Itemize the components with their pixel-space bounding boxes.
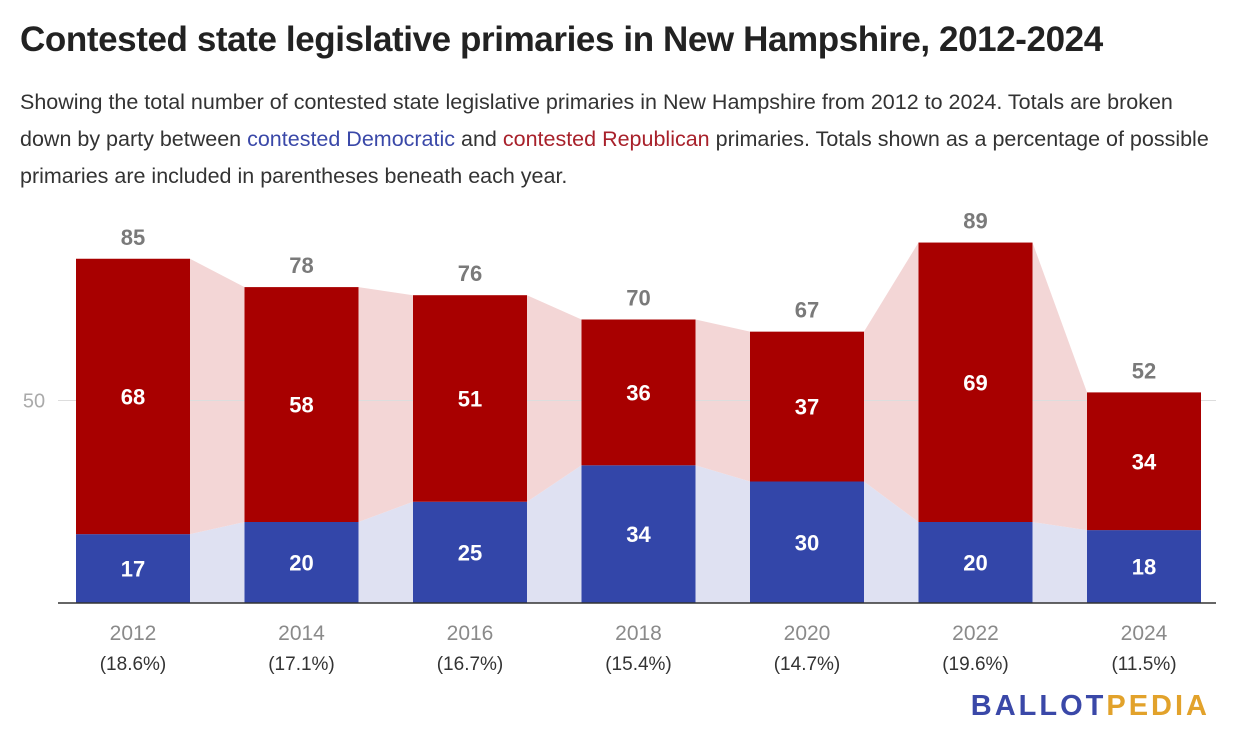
data-label-republican: 36 xyxy=(626,380,650,405)
republican-band xyxy=(190,258,245,535)
x-tick-label: 2024 xyxy=(1121,622,1168,645)
total-label: 89 xyxy=(963,209,987,234)
x-tick-sublabel: (15.4%) xyxy=(605,654,672,675)
subtitle-text-1: Showing the total number of contested st… xyxy=(20,90,1173,151)
data-label-republican: 69 xyxy=(963,370,987,395)
data-label-republican: 34 xyxy=(1132,449,1157,474)
y-tick-label: 50 xyxy=(23,391,45,413)
bar-republican xyxy=(750,331,864,482)
data-label-republican: 58 xyxy=(289,393,313,418)
x-tick-label: 2020 xyxy=(784,622,831,645)
data-label-democratic: 25 xyxy=(458,540,482,565)
chart-title: Contested state legislative primaries in… xyxy=(20,20,1103,59)
total-label: 70 xyxy=(626,286,650,311)
x-tick-sublabel: (11.5%) xyxy=(1111,654,1176,675)
logo-part-ballot: BALLOT xyxy=(970,690,1107,722)
democratic-band xyxy=(1032,522,1087,603)
x-tick-sublabel: (18.6%) xyxy=(100,654,167,675)
total-label: 67 xyxy=(795,298,819,323)
bar-democratic xyxy=(581,465,696,603)
x-tick-sublabel: (19.6%) xyxy=(942,654,1009,675)
data-label-republican: 37 xyxy=(795,395,819,420)
total-label: 78 xyxy=(289,253,313,278)
subtitle-text-3: primaries. Totals shown as a percentage … xyxy=(20,127,1209,188)
bar-democratic xyxy=(76,534,190,603)
republican-band xyxy=(864,242,919,523)
bar-democratic xyxy=(918,522,1033,603)
x-tick-label: 2016 xyxy=(447,622,494,645)
democratic-band xyxy=(695,465,750,603)
logo-part-pedia: PEDIA xyxy=(1106,690,1210,722)
x-tick-label: 2014 xyxy=(278,622,325,645)
bar-republican xyxy=(581,319,696,466)
total-label: 52 xyxy=(1132,358,1156,383)
republican-band xyxy=(358,287,413,522)
x-tick-sublabel: (17.1%) xyxy=(268,654,335,675)
data-label-democratic: 34 xyxy=(626,522,651,547)
ballotpedia-logo: BALLOTPEDIA xyxy=(971,690,1210,723)
bar-republican xyxy=(918,242,1033,523)
bar-democratic xyxy=(1087,530,1201,603)
democratic-band xyxy=(190,522,245,603)
bar-republican xyxy=(76,258,190,535)
subtitle-democratic: contested Democratic xyxy=(247,127,456,151)
x-tick-label: 2022 xyxy=(952,622,999,645)
data-label-republican: 68 xyxy=(121,384,145,409)
democratic-band xyxy=(358,501,413,603)
data-label-democratic: 20 xyxy=(289,551,313,576)
chart-subtitle: Showing the total number of contested st… xyxy=(20,84,1216,195)
bar-democratic xyxy=(750,481,864,603)
data-label-democratic: 20 xyxy=(963,551,987,576)
bar-republican xyxy=(1087,392,1201,531)
data-label-democratic: 18 xyxy=(1132,555,1156,580)
data-label-democratic: 17 xyxy=(121,557,145,582)
total-label: 85 xyxy=(121,225,145,250)
subtitle-republican: contested Republican xyxy=(502,127,710,151)
bar-democratic xyxy=(244,522,359,603)
republican-band xyxy=(1032,242,1087,531)
x-tick-label: 2018 xyxy=(615,622,662,645)
x-tick-sublabel: (14.7%) xyxy=(774,654,841,675)
subtitle-text-2: and xyxy=(455,127,503,151)
bar-republican xyxy=(244,287,359,522)
republican-band xyxy=(527,295,582,502)
x-tick-label: 2012 xyxy=(110,622,157,645)
bar-democratic xyxy=(413,501,527,603)
democratic-band xyxy=(527,465,582,603)
bar-republican xyxy=(413,295,527,502)
total-label: 76 xyxy=(458,261,482,286)
x-tick-sublabel: (16.7%) xyxy=(437,654,504,675)
data-label-democratic: 30 xyxy=(795,530,819,555)
data-label-republican: 51 xyxy=(458,386,482,411)
